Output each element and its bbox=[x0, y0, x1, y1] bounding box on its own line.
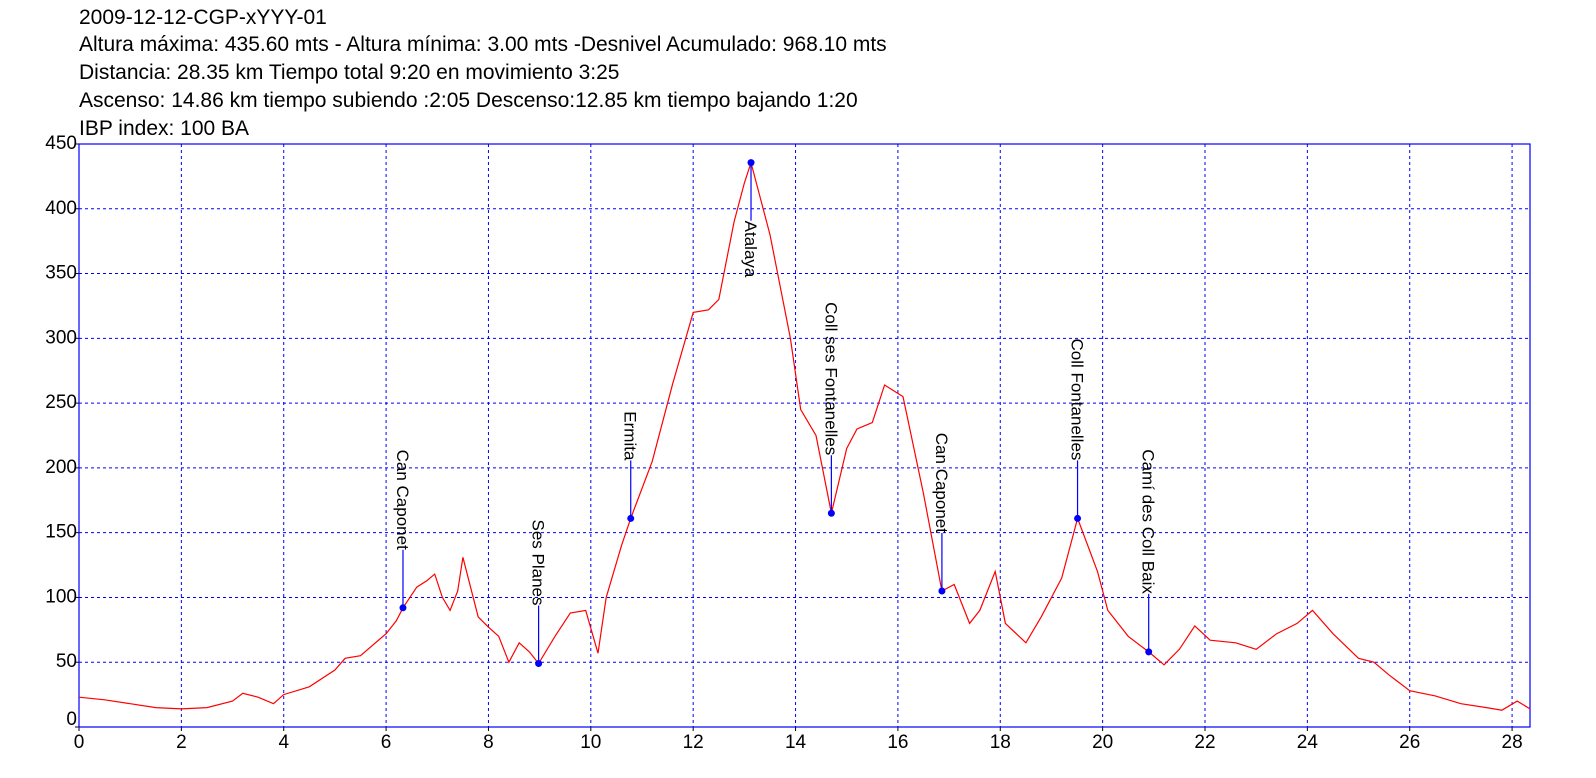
waypoint-label: Ermita bbox=[621, 411, 640, 461]
waypoint-marker bbox=[627, 514, 635, 522]
y-tick-label: 300 bbox=[45, 327, 77, 348]
header-line: Ascenso: 14.86 km tiempo subiendo :2:05 … bbox=[79, 89, 858, 112]
waypoint-marker bbox=[938, 587, 946, 595]
y-tick-label: 450 bbox=[45, 133, 77, 154]
y-tick-label: 0 bbox=[66, 709, 77, 730]
waypoint-marker bbox=[399, 604, 407, 612]
waypoint-marker bbox=[1074, 514, 1082, 522]
x-tick-label: 4 bbox=[278, 732, 289, 753]
waypoint-label: Camí des Coll Baix bbox=[1139, 449, 1158, 594]
y-tick-label: 250 bbox=[45, 392, 77, 413]
y-tick-label: 100 bbox=[45, 586, 77, 607]
waypoint-label: Ses Planes bbox=[529, 520, 548, 606]
x-tick-label: 14 bbox=[785, 732, 807, 753]
plot-frame bbox=[78, 143, 1531, 728]
waypoint-label: Atalaya bbox=[741, 221, 760, 278]
x-tick-label: 20 bbox=[1092, 732, 1113, 753]
x-tick-label: 26 bbox=[1399, 732, 1420, 753]
header-line: Distancia: 28.35 km Tiempo total 9:20 en… bbox=[79, 61, 619, 84]
x-tick-label: 16 bbox=[887, 732, 908, 753]
waypoint-label: Can Caponet bbox=[932, 433, 951, 533]
header-line: IBP index: 100 BA bbox=[79, 117, 249, 140]
x-tick-label: 24 bbox=[1297, 732, 1319, 753]
y-tick-label: 50 bbox=[56, 651, 77, 672]
x-tick-label: 22 bbox=[1194, 732, 1215, 753]
x-tick-label: 18 bbox=[990, 732, 1011, 753]
x-tick-label: 2 bbox=[176, 732, 187, 753]
x-tick-label: 10 bbox=[580, 732, 601, 753]
header-line: Altura máxima: 435.60 mts - Altura mínim… bbox=[79, 33, 887, 56]
waypoint-label: Coll Fontanelles bbox=[1068, 339, 1087, 461]
elevation-line bbox=[78, 160, 1531, 711]
waypoint-marker bbox=[747, 159, 755, 167]
y-tick-label: 200 bbox=[45, 457, 77, 478]
x-tick-label: 6 bbox=[381, 732, 392, 753]
waypoint-marker bbox=[1145, 648, 1153, 656]
chart-title: 2009-12-12-CGP-xYYY-01 bbox=[79, 6, 327, 29]
y-tick-label: 350 bbox=[45, 263, 77, 284]
x-tick-label: 12 bbox=[683, 732, 704, 753]
waypoint-label: Coll ses Fontanelles bbox=[821, 302, 840, 455]
x-tick-label: 28 bbox=[1502, 732, 1523, 753]
x-tick-label: 8 bbox=[483, 732, 494, 753]
y-tick-label: 150 bbox=[45, 522, 77, 543]
waypoint-marker bbox=[827, 509, 835, 517]
x-tick-label: 0 bbox=[74, 732, 85, 753]
waypoint-marker bbox=[535, 660, 543, 668]
waypoint-label: Can Caponet bbox=[393, 450, 412, 550]
y-tick-label: 400 bbox=[45, 198, 77, 219]
